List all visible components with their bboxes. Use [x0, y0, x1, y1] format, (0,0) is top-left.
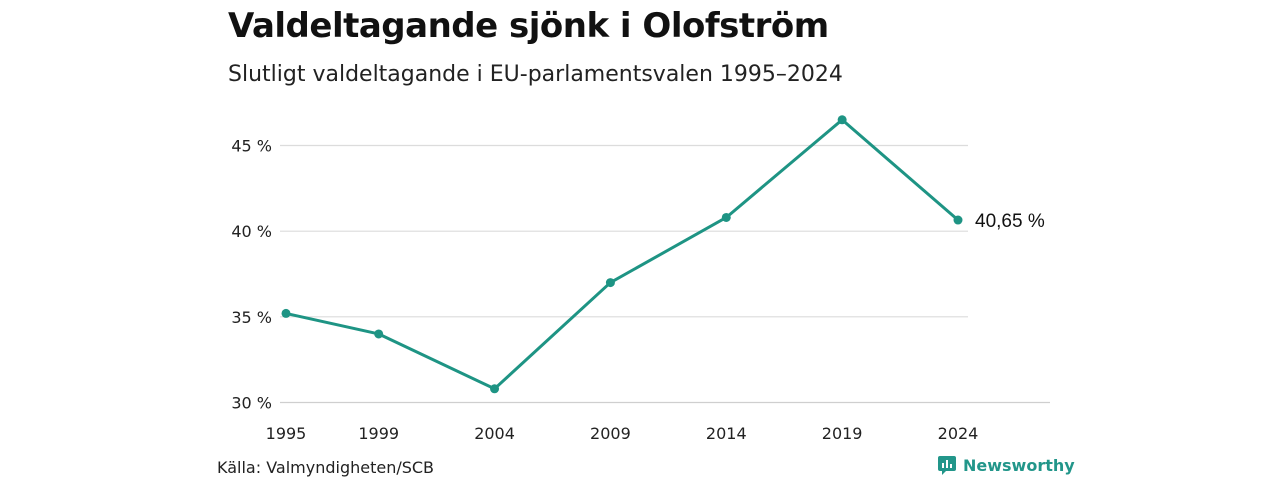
y-tick-label: 45 %	[231, 137, 272, 156]
series-path	[284, 118, 960, 391]
data-point	[721, 212, 731, 222]
x-tick-label: 1995	[266, 424, 307, 443]
x-tick-label: 2014	[706, 424, 747, 443]
y-tick-label: 35 %	[231, 308, 272, 327]
source-note: Källa: Valmyndigheten/SCB	[217, 458, 435, 477]
y-tick-label: 40 %	[231, 222, 272, 241]
chart-subtitle: Slutligt valdeltagande i EU-parlamentsva…	[228, 62, 843, 87]
x-axis-ticks: 1995 1999 2004 2009 2014 2019 2024	[266, 424, 979, 443]
end-value-label: 40,65 %	[975, 211, 1045, 232]
x-tick-label: 2024	[938, 424, 979, 443]
y-tick-label: 30 %	[231, 394, 272, 413]
brand-logo: Newsworthy	[937, 455, 1075, 475]
data-point	[281, 308, 291, 318]
newsworthy-logo-icon	[938, 456, 956, 475]
data-point	[605, 278, 615, 288]
series-line	[284, 118, 960, 391]
x-tick-label: 2004	[474, 424, 515, 443]
y-axis-ticks: 30 % 35 % 40 % 45 %	[231, 137, 272, 413]
x-tick-label: 2019	[822, 424, 863, 443]
data-point	[374, 329, 384, 339]
x-tick-label: 1999	[358, 424, 399, 443]
data-point	[837, 115, 847, 125]
data-point	[953, 215, 963, 225]
brand-name: Newsworthy	[963, 455, 1075, 475]
x-tick-label: 2009	[590, 424, 631, 443]
series-points	[281, 115, 963, 394]
data-point	[490, 384, 500, 394]
grid-lines	[280, 144, 1050, 404]
chart-title: Valdeltagande sjönk i Olofström	[228, 6, 829, 46]
